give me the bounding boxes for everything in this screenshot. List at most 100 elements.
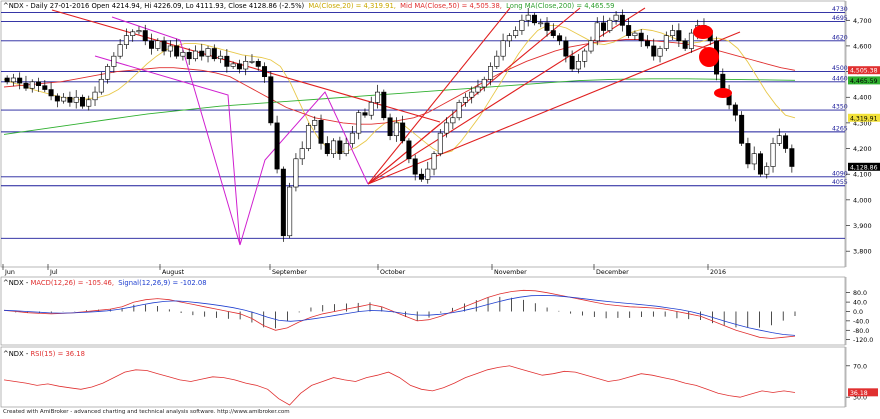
- candle-body: [437, 132, 443, 154]
- y-tick-label: 4,200: [853, 145, 872, 153]
- candlesticks: [4, 7, 795, 242]
- candle-body: [48, 89, 54, 97]
- candle-body: [588, 40, 594, 52]
- horizontal-levels: [1, 12, 845, 239]
- candle-body: [299, 148, 305, 160]
- y-tick-label: 4,600: [853, 42, 872, 50]
- y-tick-label: 4,300: [853, 119, 872, 127]
- candle-body: [739, 114, 745, 144]
- rsi-symbol: ^NDX -: [3, 350, 30, 358]
- candle-body: [236, 63, 242, 70]
- candle-body: [23, 82, 29, 89]
- candle-body: [136, 30, 142, 33]
- candle-body: [657, 48, 663, 57]
- candle-body: [230, 63, 236, 67]
- x-tick-label: November: [494, 269, 527, 276]
- level-label: 4730: [832, 6, 848, 13]
- candle-body: [550, 30, 556, 36]
- macd-symbol: ^NDX -: [3, 279, 30, 287]
- candle-body: [4, 77, 10, 83]
- candle-body: [494, 55, 500, 67]
- candle-body: [262, 66, 268, 78]
- candle-body: [732, 104, 738, 116]
- candle-body: [186, 52, 192, 60]
- x-tick-label: Jun: [4, 269, 15, 276]
- candle-body: [79, 96, 85, 107]
- candle-body: [601, 22, 607, 31]
- candle-body: [224, 55, 230, 67]
- candle-body: [305, 125, 311, 149]
- candle-body: [362, 112, 368, 116]
- badge-rsi: [848, 388, 878, 397]
- zigzag-pattern: [94, 55, 369, 246]
- candle-body: [111, 55, 117, 67]
- badge-rsi-text: 36.18: [850, 390, 868, 397]
- candle-body: [500, 40, 506, 57]
- signal-label: Signal(12,26,9) = -102.08: [118, 279, 206, 287]
- badge-close-text: 4,128.86: [850, 164, 878, 171]
- candle-body: [218, 55, 224, 60]
- candle-body: [619, 14, 625, 26]
- price-panel-frame: [0, 0, 846, 268]
- candle-body: [783, 135, 789, 149]
- candle-body: [670, 30, 676, 36]
- candle-body: [318, 120, 324, 144]
- ma-line-2: [3, 39, 796, 125]
- candle-body: [538, 22, 544, 25]
- candle-body: [343, 143, 349, 154]
- candle-body: [651, 45, 657, 57]
- trendlines: [51, 7, 741, 246]
- macd-line: [3, 289, 796, 339]
- macd-tick-label: 40.0: [853, 300, 867, 307]
- candle-body: [418, 173, 424, 180]
- macd-panel-frame: [0, 276, 846, 346]
- level-labels: 4730 4695 4620 4500 4460 4350 4265 4090 4055: [832, 6, 848, 186]
- candle-body: [92, 91, 98, 101]
- macd-label: MACD(12,26) = -105.46,: [30, 279, 114, 287]
- candle-body: [757, 153, 763, 175]
- y-tick-label: 3,800: [853, 248, 872, 256]
- badge-ma200-text: 4,465.59: [850, 78, 878, 85]
- macd-tick-label: 80.0: [853, 290, 867, 297]
- ma-line-1: [3, 24, 796, 155]
- candle-body: [123, 35, 129, 45]
- macd-header: ^NDX - MACD(12,26) = -105.46, Signal(12,…: [3, 279, 207, 287]
- candle-body: [456, 102, 462, 119]
- candle-body: [312, 120, 318, 126]
- symbol-info: ^NDX - Daily 27-01-2016 Open 4214.94, Hi…: [3, 2, 305, 10]
- candle-body: [117, 44, 123, 57]
- candle-body: [167, 45, 173, 52]
- candle-body: [274, 122, 280, 170]
- candle-body: [406, 140, 412, 160]
- macd-tick-label: -120.0: [853, 337, 873, 344]
- x-tick-label: October: [380, 269, 406, 276]
- y-tick-label: 4,000: [853, 196, 872, 204]
- candle-body: [531, 14, 537, 24]
- price-y-axis: 3,8003,9004,0004,1004,2004,3004,4004,500…: [845, 1, 872, 267]
- candle-body: [789, 148, 795, 167]
- candle-body: [488, 66, 494, 80]
- candle-body: [17, 77, 23, 84]
- candle-body: [54, 95, 60, 102]
- candle-body: [42, 85, 48, 90]
- y-tick-label: 3,900: [853, 222, 872, 230]
- badge-ma50: [848, 66, 880, 75]
- candle-body: [255, 61, 261, 67]
- y-tick-label: 4,400: [853, 94, 872, 102]
- candle-body: [249, 61, 255, 63]
- candle-body: [513, 30, 519, 36]
- candle-body: [613, 14, 619, 21]
- candle-body: [519, 19, 525, 31]
- candle-body: [557, 35, 563, 42]
- candle-body: [180, 52, 186, 57]
- x-tick-label: August: [162, 269, 185, 276]
- y-tick-label: 4,700: [853, 17, 872, 25]
- candle-body: [381, 91, 387, 119]
- trendline-fan-2: [367, 7, 511, 185]
- candle-body: [280, 168, 286, 237]
- candle-body: [575, 61, 581, 70]
- candle-body: [356, 112, 362, 134]
- ma50-label: Mid MA(Close,50) = 4,505.38,: [400, 2, 502, 10]
- ma20-label: MA(Close,20) = 4,319.91,: [308, 2, 396, 10]
- candle-body: [375, 91, 381, 103]
